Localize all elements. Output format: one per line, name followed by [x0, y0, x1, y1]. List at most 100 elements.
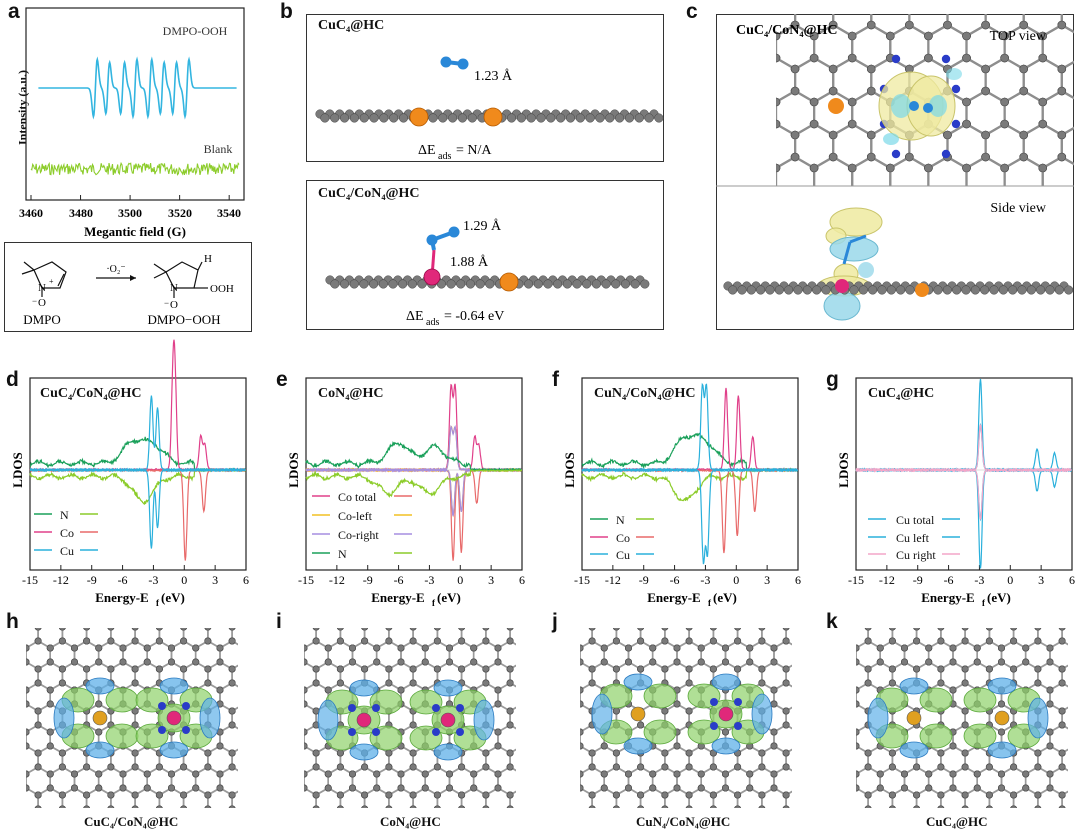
lattice-atom [864, 679, 872, 687]
lattice-atom [949, 658, 957, 666]
lattice-atom [841, 750, 847, 756]
lattice-atom [11, 750, 17, 756]
lattice-atom [937, 679, 945, 687]
lattice-atom [753, 131, 761, 139]
lattice-atom [11, 806, 17, 812]
carbon-atom [952, 285, 962, 295]
lattice-atom [795, 687, 801, 693]
lattice-atom [841, 750, 847, 756]
lattice-atom [924, 31, 933, 41]
lattice-atom [829, 743, 835, 749]
dmpo-label: DMPO [23, 312, 61, 327]
lattice-atom [1000, 119, 1009, 129]
reaction-scheme: N + O − ·O₂⁻ N H OOH O − DMPO DMPO−OOH [21, 253, 234, 327]
lattice-atom [625, 813, 631, 819]
lattice-atom [277, 729, 283, 735]
lattice-atom [601, 813, 607, 819]
product-h: H [204, 253, 212, 265]
lattice-atom [304, 728, 308, 736]
lattice-atom [304, 644, 308, 652]
lattice-atom [494, 658, 502, 666]
lattice-atom [0, 743, 5, 749]
lattice-atom [913, 665, 921, 673]
lattice-atom [543, 827, 549, 831]
lattice-atom [193, 813, 199, 819]
lattice-atom [470, 784, 478, 792]
lattice-atom [819, 645, 825, 651]
lattice-atom [143, 658, 151, 666]
lattice-atom [753, 65, 761, 73]
lattice-atom [253, 764, 259, 770]
lattice-atom [385, 628, 393, 631]
lattice-atom [217, 813, 223, 819]
lattice-atom [782, 637, 790, 645]
lattice-atom [143, 770, 151, 778]
lattice-atom [1071, 701, 1077, 707]
lattice-atom [943, 0, 951, 7]
lattice-atom [0, 813, 5, 819]
lattice-atom [265, 603, 271, 609]
carbon-atom [793, 285, 803, 295]
ldos-series-up [29, 339, 246, 472]
lattice-atom [531, 638, 537, 644]
lattice-atom [470, 644, 478, 652]
lattice-atom [807, 708, 813, 714]
lattice-atom [204, 805, 212, 808]
lattice-atom [107, 628, 115, 631]
lattice-atom [758, 749, 766, 757]
lattice-atom [11, 764, 17, 770]
lattice-atom [0, 771, 5, 777]
lattice-atom [637, 791, 645, 799]
nitrogen-atom [432, 704, 440, 712]
lattice-atom [982, 0, 990, 7]
dmpo-minus: − [32, 296, 37, 306]
lattice-atom [828, 64, 838, 74]
carbon-atom [417, 279, 427, 289]
lattice-atom [1010, 665, 1018, 673]
lattice-atom [304, 784, 308, 792]
lattice-atom [540, 750, 546, 756]
ldos-f-legend-n: N [616, 513, 625, 527]
lattice-atom [746, 770, 754, 778]
lattice-atom [83, 791, 91, 799]
carbon-atom [933, 285, 943, 295]
lattice-atom [913, 763, 921, 771]
lattice-atom [228, 763, 236, 771]
lattice-atom [613, 628, 620, 631]
lattice-atom [841, 680, 847, 686]
lattice-atom [864, 628, 872, 631]
ldos-g-legend-cu-left: Cu left [896, 531, 929, 545]
ldos-series-down [29, 468, 247, 506]
lattice-atom [753, 197, 761, 205]
lattice-atom [841, 624, 847, 630]
lattice-atom [685, 665, 693, 673]
lattice-atom [1057, 64, 1067, 74]
lattice-atom [193, 813, 199, 819]
lattice-atom [943, 0, 951, 7]
lattice-atom [506, 749, 514, 757]
lattice-atom [289, 638, 295, 644]
esr-label-dmpo-ooh: DMPO-OOH [163, 24, 228, 38]
lattice-atom [888, 185, 892, 186]
lattice-atom [58, 665, 66, 673]
lattice-atom [1071, 813, 1077, 819]
eads-bottom-sub: ads [426, 317, 439, 328]
lattice-atom [997, 658, 1005, 666]
lattice-atom [565, 666, 571, 672]
lattice-atom [265, 785, 271, 791]
lattice-atom [673, 784, 681, 792]
lattice-atom [753, 65, 761, 73]
lattice-atom [325, 813, 331, 819]
lattice-atom [180, 637, 188, 645]
dmpo-structure [21, 261, 67, 297]
lattice-atom [961, 665, 969, 673]
lattice-atom [0, 785, 5, 791]
lattice-atom [253, 708, 259, 714]
lattice-atom [47, 827, 53, 831]
lattice-atom [361, 628, 368, 631]
lattice-atom [985, 791, 993, 799]
lattice-atom [888, 679, 896, 687]
lattice-atom [841, 708, 847, 714]
lattice-atom [1038, 97, 1048, 107]
lattice-atom [11, 708, 17, 714]
